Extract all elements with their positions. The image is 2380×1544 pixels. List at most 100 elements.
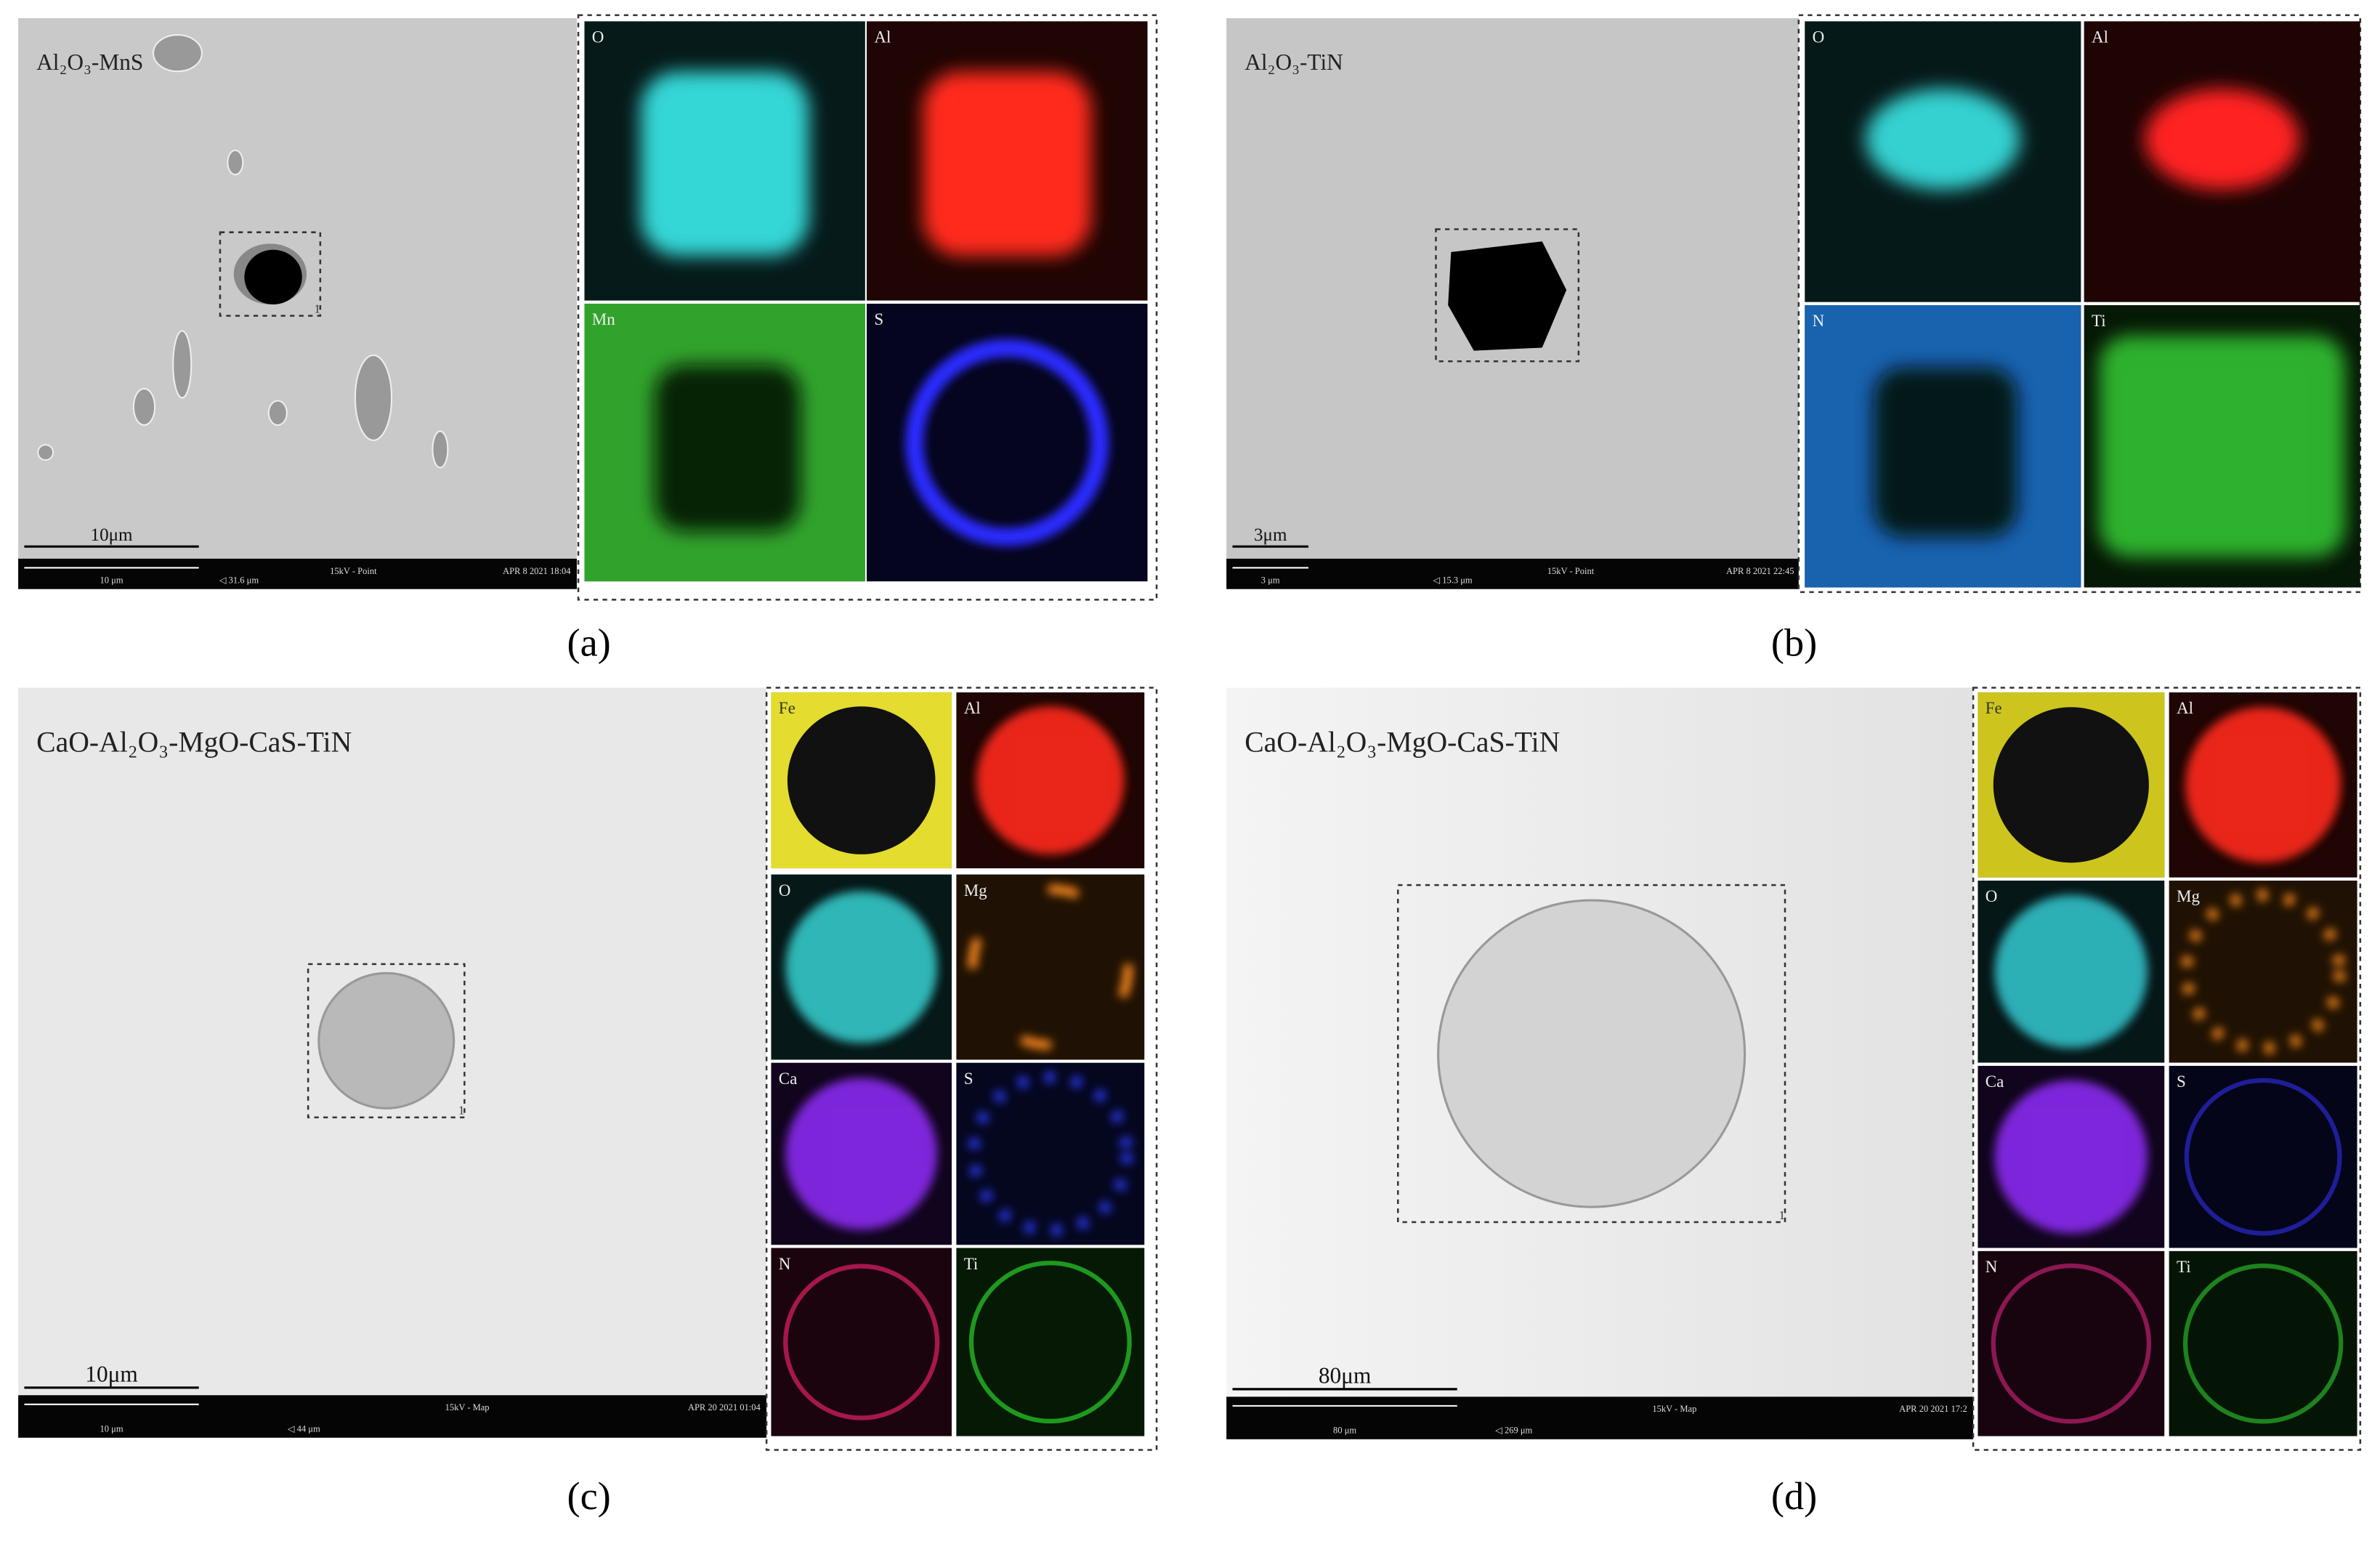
map-content	[1805, 304, 2081, 588]
info-text: APR 8 2021 22:45	[1726, 566, 1794, 576]
map-content	[2169, 692, 2357, 878]
map-content	[2169, 880, 2357, 1063]
map-bg	[956, 1248, 1145, 1436]
map-content	[956, 1248, 1145, 1436]
element-map: Mg	[956, 874, 1145, 1060]
info-text: 15kV - Point	[330, 566, 377, 576]
map-content	[1978, 1065, 2165, 1248]
scale-bar-label: 80μm	[1319, 1363, 1371, 1389]
inclusion-title: Al₂O₃-TiN	[1244, 49, 1343, 75]
element-label: Fe	[779, 699, 796, 717]
map-tint	[956, 1248, 1145, 1436]
inclusion	[244, 249, 302, 304]
inclusion-box	[1396, 884, 1786, 1224]
signal-hole	[1993, 707, 2149, 863]
signal	[976, 706, 1125, 854]
element-label: Al	[964, 699, 981, 717]
map-tint	[2169, 1065, 2357, 1248]
element-map: S	[956, 1062, 1145, 1245]
map-bg	[2169, 1065, 2357, 1248]
element-map: Ti	[2169, 1250, 2357, 1436]
precipitate	[37, 444, 54, 461]
map-content	[771, 1062, 952, 1245]
element-map: Al	[866, 21, 1148, 301]
element-label: O	[779, 881, 791, 900]
map-bg	[2169, 880, 2357, 1063]
map-tint	[956, 874, 1145, 1060]
signal	[785, 891, 938, 1043]
map-content	[1978, 1250, 2165, 1436]
precipitate	[267, 400, 288, 427]
element-label: Mg	[964, 881, 987, 900]
element-map: N	[1805, 304, 2081, 588]
info-text: 10 μm	[100, 575, 124, 585]
map-content	[771, 692, 952, 869]
info-text: 15kV - Map	[445, 1402, 490, 1412]
element-map: Ca	[771, 1062, 952, 1245]
inclusion	[317, 971, 456, 1110]
map-content	[584, 303, 865, 582]
inclusion-title: Al₂O₃-MnS	[36, 49, 143, 75]
map-tint	[771, 1248, 952, 1436]
signal	[1991, 1263, 2152, 1424]
element-map: O	[1805, 21, 2081, 302]
signal	[1865, 89, 2020, 190]
map-content	[956, 1062, 1145, 1245]
precipitate	[152, 34, 203, 73]
signal-hole	[787, 706, 936, 854]
panel-caption: (d)	[1771, 1474, 1817, 1518]
panel-caption: (b)	[1771, 621, 1817, 665]
element-label: Al	[2092, 28, 2108, 47]
inclusion-box	[1435, 228, 1580, 363]
signal	[905, 339, 1109, 546]
panel: 1 Al₂O₃-MnS 10μm 10 μm ◁ 31.6 μm 15kV - Point…	[18, 14, 1158, 665]
element-label: Al	[2177, 699, 2193, 717]
panel: 1 CaO-Al₂O₃-MgO-CaS-TiN 10μm 10 μm ◁ 44 μm 15…	[18, 687, 1158, 1518]
element-map: N	[771, 1248, 952, 1436]
signal	[1994, 894, 2148, 1048]
panel-caption: (c)	[567, 1474, 611, 1518]
element-label: Ca	[1986, 1072, 2004, 1091]
element-label: Ti	[2177, 1258, 2191, 1276]
element-map: O	[1978, 880, 2165, 1063]
element-map: Fe	[1978, 692, 2165, 878]
info-text: ◁ 269 μm	[1495, 1425, 1532, 1435]
inclusion-box	[219, 231, 322, 317]
map-content	[956, 874, 1145, 1060]
map-bg	[2169, 1250, 2357, 1436]
element-label: Ti	[964, 1255, 979, 1273]
element-map: Mn	[584, 303, 865, 582]
element-map: O	[771, 874, 952, 1060]
map-content	[2084, 304, 2360, 588]
panel: 1 CaO-Al₂O₃-MgO-CaS-TiN 80μm 80 μm ◁ 269 μm 1…	[1226, 687, 2362, 1518]
signal	[783, 1264, 940, 1420]
element-map: Ca	[1978, 1065, 2165, 1248]
map-content	[1978, 692, 2165, 878]
info-text: 10 μm	[100, 1423, 124, 1434]
element-label: O	[1813, 28, 1825, 47]
map-bg	[771, 1248, 952, 1436]
map-tint	[956, 1062, 1145, 1245]
map-content	[2084, 21, 2360, 302]
element-map: Mg	[2169, 880, 2357, 1063]
element-map: Fe	[771, 692, 952, 869]
precipitate	[172, 330, 193, 399]
element-label: N	[1813, 312, 1825, 330]
map-tint	[2169, 1250, 2357, 1436]
signal	[2182, 1263, 2344, 1424]
info-text: APR 20 2021 17:2	[1899, 1404, 1967, 1414]
map-content	[584, 21, 865, 301]
signal	[968, 884, 1133, 1050]
info-text: ◁ 15.3 μm	[1433, 575, 1472, 585]
map-content	[771, 1248, 952, 1436]
signal	[785, 1078, 938, 1230]
element-map: Al	[2169, 692, 2357, 878]
info-text: ◁ 44 μm	[288, 1423, 320, 1434]
map-bg	[956, 1062, 1145, 1245]
signal	[968, 1261, 1132, 1424]
scale-bar-label: 10μm	[91, 525, 133, 545]
element-label: O	[592, 28, 604, 47]
precipitate	[227, 149, 244, 176]
signal	[2099, 335, 2345, 557]
